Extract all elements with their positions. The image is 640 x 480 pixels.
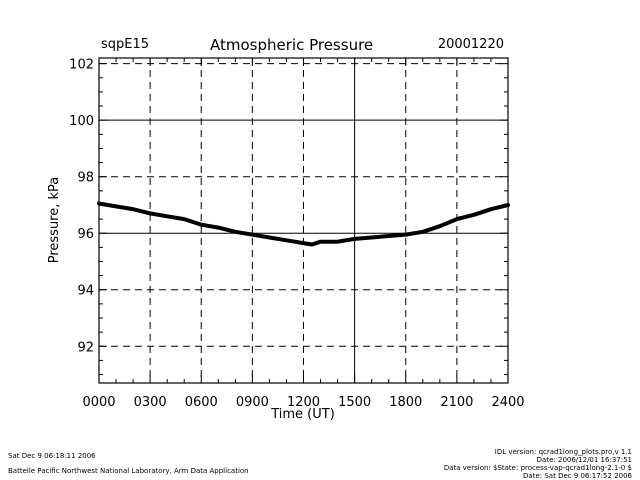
axis-ticks xyxy=(99,58,508,383)
y-tick-label: 96 xyxy=(77,227,94,242)
y-tick-labels: 92 94 96 98 100 102 xyxy=(69,58,94,356)
pressure-series-line xyxy=(97,201,510,247)
x-tick-label: 2400 xyxy=(491,395,524,410)
x-tick-label: 2100 xyxy=(440,395,473,410)
footer-version-line: IDL version: qcrad1long_plots.pro,v 1.1 xyxy=(494,448,632,456)
y-tick-label: 98 xyxy=(77,171,94,186)
date-label: 20001220 xyxy=(437,37,504,52)
footer-version-line: Date: Sat Dec 9 06:17:52 2006 xyxy=(523,472,632,480)
y-tick-label: 100 xyxy=(69,114,94,129)
x-tick-label: 0900 xyxy=(236,395,269,410)
footer-version-line: Date: 2006/12/01 16:37:51 xyxy=(536,456,632,464)
x-tick-label: 0000 xyxy=(82,395,115,410)
y-tick-label: 102 xyxy=(69,58,94,73)
x-tick-labels: 0000 0300 0600 0900 1200 1500 1800 2100 2400 xyxy=(82,395,524,410)
x-tick-label: 0300 xyxy=(134,395,167,410)
x-axis-label: Time (UT) xyxy=(270,407,335,422)
x-tick-label: 1500 xyxy=(338,395,371,410)
footer-timestamp: Sat Dec 9 06:18:11 2006 xyxy=(8,452,96,460)
footer-version-info: IDL version: qcrad1long_plots.pro,v 1.1 … xyxy=(444,448,632,480)
y-tick-label: 94 xyxy=(77,284,94,299)
chart-title: Atmospheric Pressure xyxy=(210,36,374,54)
x-tick-label: 0600 xyxy=(185,395,218,410)
footer-version-line: Data version: $State: process-vap-qcrad1… xyxy=(443,464,632,472)
x-tick-label: 1200 xyxy=(287,395,320,410)
y-axis-label: Pressure, kPa xyxy=(47,177,62,264)
series xyxy=(97,201,510,247)
grid xyxy=(99,58,508,383)
y-tick-label: 92 xyxy=(77,340,94,355)
station-label: sqpE15 xyxy=(101,37,150,52)
footer-credit: Battelle Pacific Northwest National Labo… xyxy=(8,467,249,475)
x-tick-label: 1800 xyxy=(389,395,422,410)
